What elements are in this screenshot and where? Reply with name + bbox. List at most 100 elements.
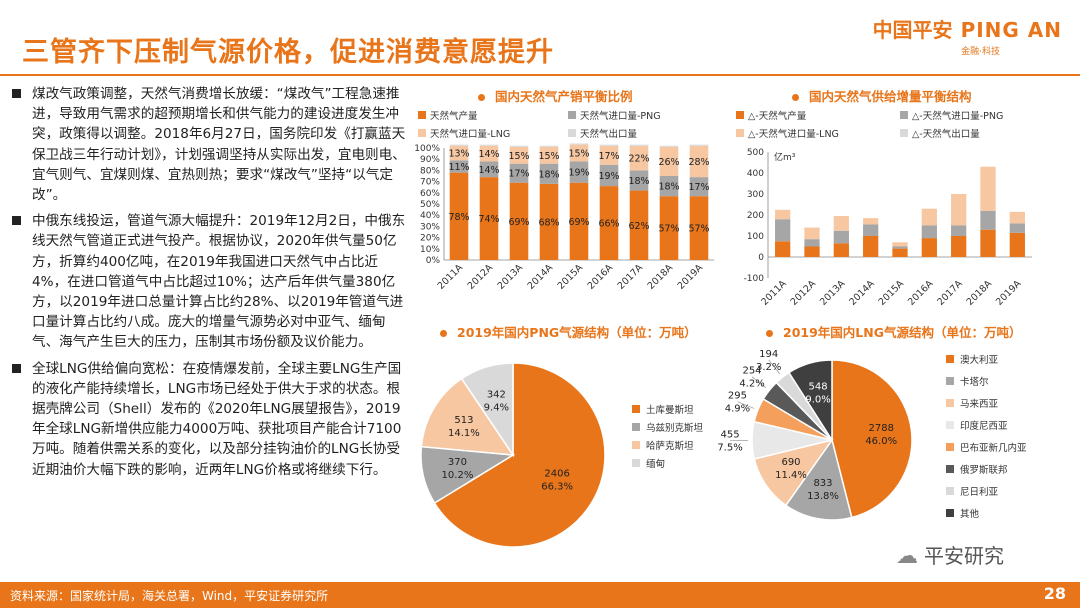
slice-value: 513 [454,415,473,426]
legend-label: 马来西亚 [960,399,999,410]
bullet-item: 煤改气政策调整，天然气消费增长放缓：“煤改气”工程急速推进，导致用气需求的超预期… [10,84,410,205]
legend-swatch [632,423,640,431]
footer-source: 资料来源：国家统计局，海关总署，Wind，平安证券研究所 [10,589,329,603]
bar-segment [980,210,996,230]
legend-swatch [946,355,954,363]
bullet-text: 煤改气政策调整，天然气消费增长放缓：“煤改气”工程急速推进，导致用气需求的超预期… [32,86,406,204]
chart-supply-increment: △-天然气产量 △-天然气进口量-PNG △-天然气进口量-LNG △-天然气出口量 -… [736,110,1032,308]
y-tick-label: 40% [420,211,440,221]
slice-pct: 46.0% [865,436,897,447]
legend-label: 澳大利亚 [960,354,999,366]
y-tick-label: 400 [747,169,764,179]
bar-segment [689,196,709,260]
bar-segment [775,241,791,257]
data-label: 26% [658,157,679,168]
bar-segment [833,230,849,244]
legend-swatch [946,399,954,407]
chart-lng-pie: 2788 46.0% 833 13.8% 690 11.4% 455 7.5% 295 4.9% 2… [717,349,1027,521]
bar-segment [980,229,996,257]
data-label: 14% [478,165,499,176]
bullet-square-icon [12,216,21,226]
legend-label: 天然气产量 [430,110,478,122]
legend-label: 卡塔尔 [960,376,989,388]
x-tick-label: 2016A [906,278,936,308]
data-label: 69% [568,217,589,228]
ping-an-logo: 中国平安 PING AN 金融·科技 [873,14,1062,57]
wechat-icon: ☁ [896,544,918,569]
logo-en: PING AN [960,18,1062,42]
bar-segment [921,257,937,259]
legend-label: △-天然气产量 [748,110,807,122]
data-label: 14% [478,149,499,160]
page-title: 三管齐下压制气源价格，促进消费意愿提升 [22,37,554,68]
slice-value: 194 [759,349,778,360]
logo-sub: 金融·科技 [961,47,1000,57]
data-label: 69% [508,217,529,228]
y-tick-label: 0% [426,256,441,266]
y-tick-label: 100% [414,144,440,154]
data-label: 19% [568,168,589,179]
bar-segment [863,218,879,225]
bullet-list: 煤改气政策调整，天然气消费增长放缓：“煤改气”工程急速推进，导致用气需求的超预期… [10,84,410,486]
bar-segment [892,242,908,247]
bar-segment [1009,211,1025,224]
x-tick-label: 2017A [616,262,646,292]
bullet-text: 中俄东线投运，管道气源大幅提升：2019年12月2日，中俄东线天然气管道正式进气… [32,213,406,351]
data-label: 28% [688,157,709,168]
legend-swatch [946,487,954,495]
bar-segment [689,177,709,197]
leader-line [737,401,755,409]
bar-segment [509,145,529,147]
data-label: 17% [688,182,709,193]
y-tick-label: 0 [758,253,764,263]
bar-segment [689,144,709,146]
bar-segment [921,238,937,257]
y-tick-label: 10% [420,245,440,255]
bar-segment [1009,223,1025,233]
legend-label: 土库曼斯坦 [646,404,694,416]
legend-swatch [736,129,744,137]
data-label: 17% [598,151,619,162]
legend-swatch [900,129,908,137]
bar-segment [804,246,820,257]
pie-slice [460,362,514,458]
bar-segment [833,243,849,257]
bar-segment [449,145,469,161]
x-tick-label: 2011A [436,262,466,292]
bullet-square-icon [12,89,21,98]
logo-cn: 中国平安 [872,18,953,42]
bar-segment [980,257,996,259]
bar-segment [479,144,499,146]
legend-label: 巴布亚新几内亚 [960,442,1027,454]
slice-pct: 4.2% [739,379,764,390]
bar-segment [775,219,791,242]
slice-value: 455 [720,429,739,440]
bar-segment [892,248,908,257]
data-label: 68% [538,217,559,228]
slice-value: 342 [487,389,506,400]
bullet-text: 全球LNG供给偏向宽松：在疫情爆发前，全球主要LNG生产国的液化产能持续增长，L… [32,360,402,478]
bar-segment [569,143,589,145]
x-tick-label: 2012A [466,262,496,292]
legend-swatch [632,459,640,467]
y-tick-label: 300 [747,190,764,200]
x-tick-label: 2014A [526,262,556,292]
pie-slice [831,359,913,519]
y-tick-label: 60% [420,189,440,199]
bar-segment [951,225,967,236]
data-label: 15% [508,151,529,162]
bar-segment [599,164,619,187]
bar-segment [804,239,820,247]
bar-segment [539,146,559,164]
bar-segment [804,257,820,259]
legend-label: 天然气进口量-LNG [430,128,510,140]
slice-pct: 66.3% [541,482,573,493]
bar-segment [539,145,559,147]
legend-swatch [632,405,640,413]
bar-segment [659,146,679,176]
bullet-item: 中俄东线投运，管道气源大幅提升：2019年12月2日，中俄东线天然气管道正式进气… [10,211,410,352]
x-tick-label: 2012A [789,278,819,308]
data-label: 57% [658,224,679,235]
y-tick-label: 50% [420,200,440,210]
bullet-item: 全球LNG供给偏向宽松：在疫情爆发前，全球主要LNG生产国的液化产能持续增长，L… [10,359,410,480]
